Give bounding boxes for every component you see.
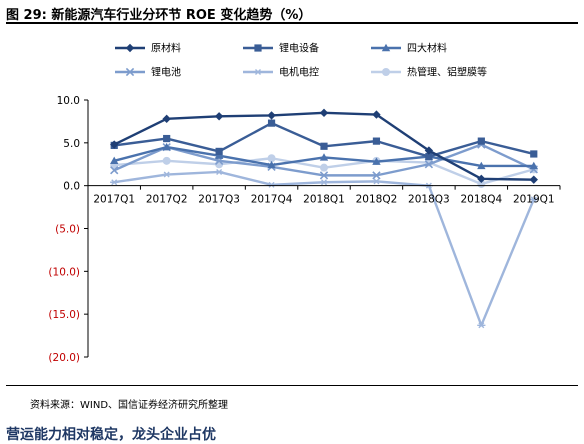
series-5-point: [110, 179, 119, 186]
x-tick-label-2018q1: 2018Q1: [303, 194, 345, 206]
series-3-point: [110, 156, 119, 165]
x-tick-label-2017q4: 2017Q4: [251, 194, 293, 206]
legend-swatch-marker: [125, 67, 135, 77]
legend-swatch-marker: [254, 44, 262, 52]
legend-label: 锂电设备: [279, 42, 319, 55]
legend-item-2: 锂电设备: [243, 42, 319, 55]
series-2-point: [267, 119, 276, 127]
series-5-point: [529, 196, 538, 203]
series-5-point: [267, 181, 276, 188]
series-1-point: [110, 140, 119, 149]
series-3-point: [529, 161, 538, 170]
series-3: [110, 142, 538, 170]
legend-item-1: 原材料: [115, 42, 181, 55]
legend-swatch-marker: [253, 69, 263, 75]
y-tick-label: 10.0: [57, 95, 80, 107]
series-5: [110, 168, 538, 329]
y-tick-label: (5.0): [55, 224, 80, 236]
series-layer: [110, 108, 538, 329]
source-note: 资料来源：WIND、国信证券经济研究所整理: [30, 400, 229, 411]
series-6-point: [267, 154, 276, 163]
series-1-point: [214, 112, 224, 121]
series-1-point: [319, 108, 329, 118]
series-1-point: [529, 175, 538, 184]
series-2: [110, 119, 538, 161]
series-2-point: [320, 142, 328, 150]
legend-swatch-marker: [125, 43, 135, 53]
series-6: [110, 154, 538, 188]
title-rule: [6, 22, 578, 24]
legend-label: 四大材料: [407, 42, 447, 55]
x-axis: 2017Q1 2017Q2 2017Q3 2017Q4 2018Q1 2018Q2 2018…: [88, 185, 561, 206]
series-3-point: [214, 151, 224, 159]
x-tick-label-2018q2: 2018Q2: [356, 194, 398, 206]
legend-swatch-marker: [381, 43, 391, 52]
series-2-point: [372, 137, 381, 145]
legend-label: 电机电控: [279, 66, 319, 79]
series-3-point: [319, 153, 329, 161]
series-1-point: [372, 110, 381, 119]
x-tick-label-2018q4: 2018Q4: [460, 194, 502, 206]
series-2-point: [477, 137, 485, 145]
x-tick-label-2017q1: 2017Q1: [93, 194, 135, 206]
series-2-point: [215, 147, 223, 155]
series-3-point: [372, 157, 381, 165]
y-tick-label: 0.0: [63, 181, 80, 193]
series-5-point: [477, 322, 486, 329]
legend-swatch-marker: [382, 68, 390, 76]
series-5-point: [319, 179, 329, 186]
series-3-point: [477, 161, 486, 170]
series-5-point: [162, 171, 171, 178]
y-tick-label: (15.0): [48, 309, 80, 321]
series-3-point: [267, 160, 276, 169]
series-1-point: [267, 111, 276, 120]
series-1-point: [477, 174, 486, 184]
y-axis: 10.0 5.0 0.0 (5.0) (10.0) (15.0) (20.0): [48, 95, 89, 364]
legend-item-6: 热管理、铝塑膜等: [371, 66, 487, 79]
legend-label: 锂电池: [151, 66, 181, 79]
y-tick-label: (10.0): [48, 266, 80, 278]
y-tick-label: (20.0): [48, 352, 80, 364]
series-6-point: [162, 156, 171, 165]
legend-item-5: 电机电控: [243, 66, 319, 79]
series-2-point: [163, 134, 171, 143]
series-1-point: [424, 146, 434, 155]
legend-label: 热管理、铝塑膜等: [407, 66, 487, 79]
series-line-2: [114, 121, 535, 158]
x-tick-label-2018q3: 2018Q3: [408, 194, 450, 206]
series-3-point: [162, 142, 171, 151]
x-tick-label-2019q1: 2019Q1: [513, 194, 555, 206]
legend-item-4: 锂电池: [115, 66, 181, 79]
series-4-point: [372, 171, 381, 180]
series-2-point: [425, 152, 433, 161]
series-2-point: [530, 150, 538, 158]
figure-title: 图 29: 新能源汽车行业分环节 ROE 变化趋势（%）: [6, 8, 312, 23]
series-6-point: [320, 163, 328, 172]
series-4-point: [424, 160, 434, 169]
series-5-point: [215, 168, 224, 175]
next-section-heading: 营运能力相对稳定，龙头企业占优: [6, 427, 216, 443]
x-tick-label-2017q3: 2017Q3: [198, 194, 240, 206]
series-1: [110, 108, 538, 184]
series-1-point: [162, 114, 171, 124]
series-4-point: [110, 166, 119, 175]
y-tick-label: 5.0: [63, 138, 80, 150]
legend-label: 原材料: [151, 42, 181, 55]
x-tick-label-2017q2: 2017Q2: [146, 194, 188, 206]
series-5-point: [372, 178, 381, 185]
series-4-point: [319, 171, 329, 180]
legend-item-3: 四大材料: [371, 42, 447, 55]
source-rule: [6, 385, 578, 386]
